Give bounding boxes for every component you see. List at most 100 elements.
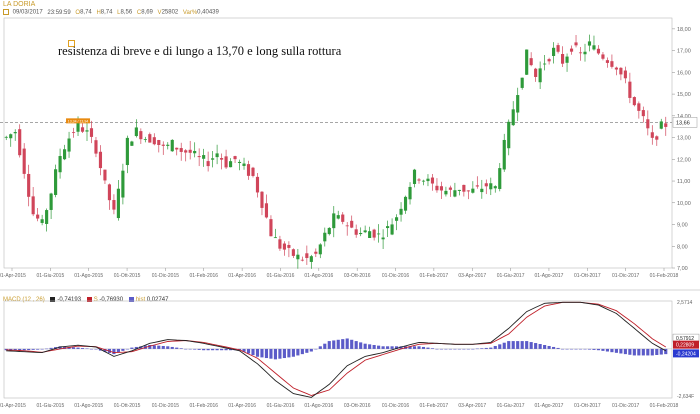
macd-histogram-bar — [511, 341, 515, 349]
candle-body — [71, 132, 76, 134]
macd-header: MACD (12 , 26) -0,74193 S -0,76930 hist … — [3, 297, 169, 303]
candle-body — [480, 188, 484, 193]
macd-histogram-bar — [188, 348, 192, 350]
macd-histogram-bar — [417, 346, 421, 349]
macd-axis-bottom: -2,634F — [677, 394, 694, 400]
macd-histogram-bar — [246, 348, 251, 354]
macd-histogram-bar — [251, 348, 255, 356]
candle-body — [246, 164, 251, 176]
macd-histogram-bar — [534, 343, 538, 349]
macd-x-label: 01-Giu-2015 — [36, 403, 64, 409]
macd-histogram-bar — [327, 341, 331, 349]
macd-x-label: 01-Ago-2017 — [534, 403, 563, 409]
candle-body — [646, 119, 650, 129]
macd-histogram-bar — [170, 346, 174, 349]
candle-body — [309, 256, 313, 262]
candle-body — [220, 158, 224, 160]
candle-body — [54, 169, 58, 195]
candle-body — [300, 259, 304, 261]
macd-histogram-bar — [291, 348, 295, 357]
price-x-label: 01-Ago-2016 — [304, 273, 333, 279]
candle-body — [4, 136, 8, 138]
volume-value: 25802 — [161, 9, 179, 16]
macd-x-label: 01-Feb-2017 — [420, 403, 449, 409]
macd-histogram-bar — [255, 348, 260, 357]
macd-histogram-bar — [448, 348, 452, 350]
macd-histogram-bar — [498, 344, 502, 349]
price-axis-label: 15,00 — [677, 92, 691, 98]
price-x-label: 01-Feb-2017 — [420, 273, 449, 279]
price-axis-label: 10,00 — [677, 201, 691, 207]
candle-body — [143, 139, 147, 140]
candle-body — [475, 185, 479, 187]
candle-body — [224, 156, 228, 168]
candle-body — [614, 67, 618, 70]
candle-body — [520, 77, 524, 88]
macd-x-label: 01-Feb-2018 — [650, 403, 679, 409]
candle-body — [565, 56, 569, 63]
macd-histogram-bar — [161, 345, 165, 349]
candle-body — [592, 45, 596, 50]
hist-label: hist — [135, 297, 146, 304]
macd-histogram-bar — [179, 348, 183, 349]
price-axis-label: 11,00 — [677, 179, 690, 185]
macd-histogram-bar — [202, 348, 206, 351]
macd-histogram-bar — [587, 348, 592, 350]
candle-body — [332, 213, 336, 229]
candle-body — [664, 123, 668, 127]
candle-body — [296, 254, 300, 260]
macd-histogram-bar — [94, 348, 98, 350]
price-axis-label: 7,00 — [677, 266, 688, 272]
macd-histogram-bar — [85, 348, 89, 350]
macd-histogram-bar — [242, 348, 246, 352]
candle-body — [22, 148, 26, 174]
macd-histogram-bar — [610, 348, 614, 353]
candle-body — [89, 128, 94, 137]
candle-body — [471, 188, 475, 193]
macd-histogram-bar — [659, 348, 663, 355]
candle-body — [31, 196, 35, 215]
macd-histogram-bar — [305, 348, 309, 353]
macd-histogram-bar — [260, 348, 264, 358]
macd-axis-top: 2,5714 — [677, 300, 693, 306]
candle-body — [166, 144, 170, 146]
macd-histogram-bar — [18, 348, 22, 351]
macd-x-label: 01-Giu-2016 — [267, 403, 295, 409]
macd-histogram-bar — [89, 348, 94, 350]
candle-body — [228, 161, 233, 168]
open-label: O — [75, 9, 81, 16]
candle-body — [457, 189, 461, 191]
price-axis-label: 17,00 — [677, 49, 691, 55]
candle-body — [507, 121, 511, 149]
var-label: Var% — [182, 9, 198, 16]
macd-x-label: 03-Ott-2016 — [344, 403, 371, 409]
macd-histogram-bar — [408, 346, 412, 349]
macd-histogram-bar — [439, 348, 444, 350]
candle-body — [623, 70, 627, 79]
quote-toggle-icon[interactable] — [3, 9, 9, 15]
candle-body — [269, 219, 273, 237]
candle-body — [448, 187, 452, 190]
annotation-icon[interactable] — [68, 40, 75, 47]
macd-histogram-bar — [287, 348, 291, 358]
macd-histogram-bar — [220, 348, 224, 351]
macd-histogram-bar — [565, 348, 569, 350]
macd-x-label: 01-Apr-2016 — [228, 403, 256, 409]
candle-body — [130, 141, 134, 146]
candle-body — [94, 140, 98, 154]
candle-body — [529, 58, 533, 66]
candle-body — [574, 42, 578, 46]
candle-body — [394, 217, 399, 221]
price-axis-label: 16,00 — [677, 70, 691, 76]
macd-histogram-bar — [300, 348, 304, 355]
candle-body — [318, 244, 322, 255]
candle-body — [215, 153, 219, 158]
candle-body — [170, 139, 174, 152]
macd-histogram-bar — [125, 348, 129, 350]
symbol-title: LA DORIA — [3, 1, 36, 8]
macd-x-label: 01-Feb-2016 — [189, 403, 218, 409]
macd-color-swatch — [50, 297, 56, 302]
macd-histogram-bar — [655, 348, 659, 356]
candle-body — [85, 130, 89, 132]
